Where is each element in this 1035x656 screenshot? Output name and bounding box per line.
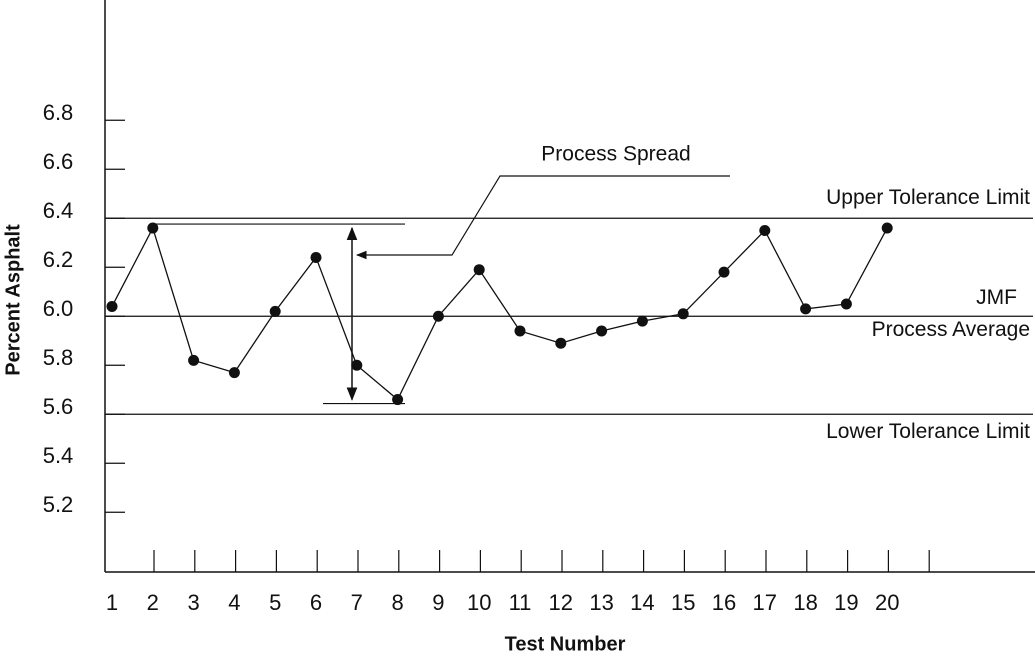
y-tick-label: 5.4 [43, 443, 74, 468]
reference-label: Lower Tolerance Limit [826, 420, 1030, 443]
data-point [555, 337, 567, 349]
x-axis-title: Test Number [505, 633, 626, 655]
y-tick-label: 6.2 [43, 247, 74, 272]
x-tick-label: 4 [228, 590, 240, 615]
y-tick-label: 6.4 [43, 198, 74, 223]
data-point [636, 315, 648, 327]
x-tick-label: 12 [549, 590, 573, 615]
data-point [596, 325, 608, 337]
x-tick-label: 11 [509, 590, 532, 615]
y-tick-label: 5.2 [43, 492, 74, 517]
data-point [106, 300, 118, 312]
x-tick-label: 16 [712, 590, 736, 615]
y-tick-label: 6.8 [43, 100, 74, 125]
data-point [188, 354, 200, 366]
x-tick-label: 17 [753, 590, 777, 615]
x-tick-label: 20 [875, 590, 899, 615]
data-point [310, 251, 322, 263]
x-tick-label: 13 [589, 590, 613, 615]
data-point [392, 394, 404, 406]
x-tick-label: 5 [269, 590, 281, 615]
x-tick-label: 8 [391, 590, 403, 615]
reference-label: Upper Tolerance Limit [826, 186, 1030, 209]
data-point [147, 222, 159, 234]
y-tick-label: 5.6 [43, 394, 74, 419]
x-tick-label: 19 [834, 590, 858, 615]
x-tick-label: 1 [106, 590, 118, 615]
data-point [432, 310, 444, 322]
data-point [718, 266, 730, 278]
y-tick-label: 6.6 [43, 149, 74, 174]
x-tick-label: 10 [467, 590, 491, 615]
x-tick-label: 14 [630, 590, 654, 615]
x-tick-label: 6 [310, 590, 322, 615]
data-point [473, 264, 485, 276]
annotation-leader [355, 175, 730, 260]
data-line [111, 226, 888, 401]
x-tick-label: 18 [793, 590, 817, 615]
data-point [351, 359, 363, 371]
data-point [269, 305, 281, 317]
x-tick-label: 15 [671, 590, 695, 615]
data-point [677, 308, 689, 320]
y-axis-title: Percent Asphalt [2, 224, 24, 376]
y-tick-label: 6.0 [43, 296, 74, 321]
annotation: Process Spread [541, 143, 690, 166]
data-point [228, 367, 240, 379]
x-tick-label: 7 [351, 590, 363, 615]
data-point [514, 325, 526, 337]
reference-label: Process Average [872, 318, 1030, 341]
reference-label: JMF [976, 286, 1017, 309]
x-tick-label: 9 [432, 590, 444, 615]
data-point [881, 222, 893, 234]
y-tick-label: 5.8 [43, 345, 74, 370]
data-point [800, 303, 812, 315]
x-tick-label: 3 [187, 590, 199, 615]
data-point [840, 298, 852, 310]
x-tick-label: 2 [147, 590, 159, 615]
data-point [759, 225, 771, 236]
